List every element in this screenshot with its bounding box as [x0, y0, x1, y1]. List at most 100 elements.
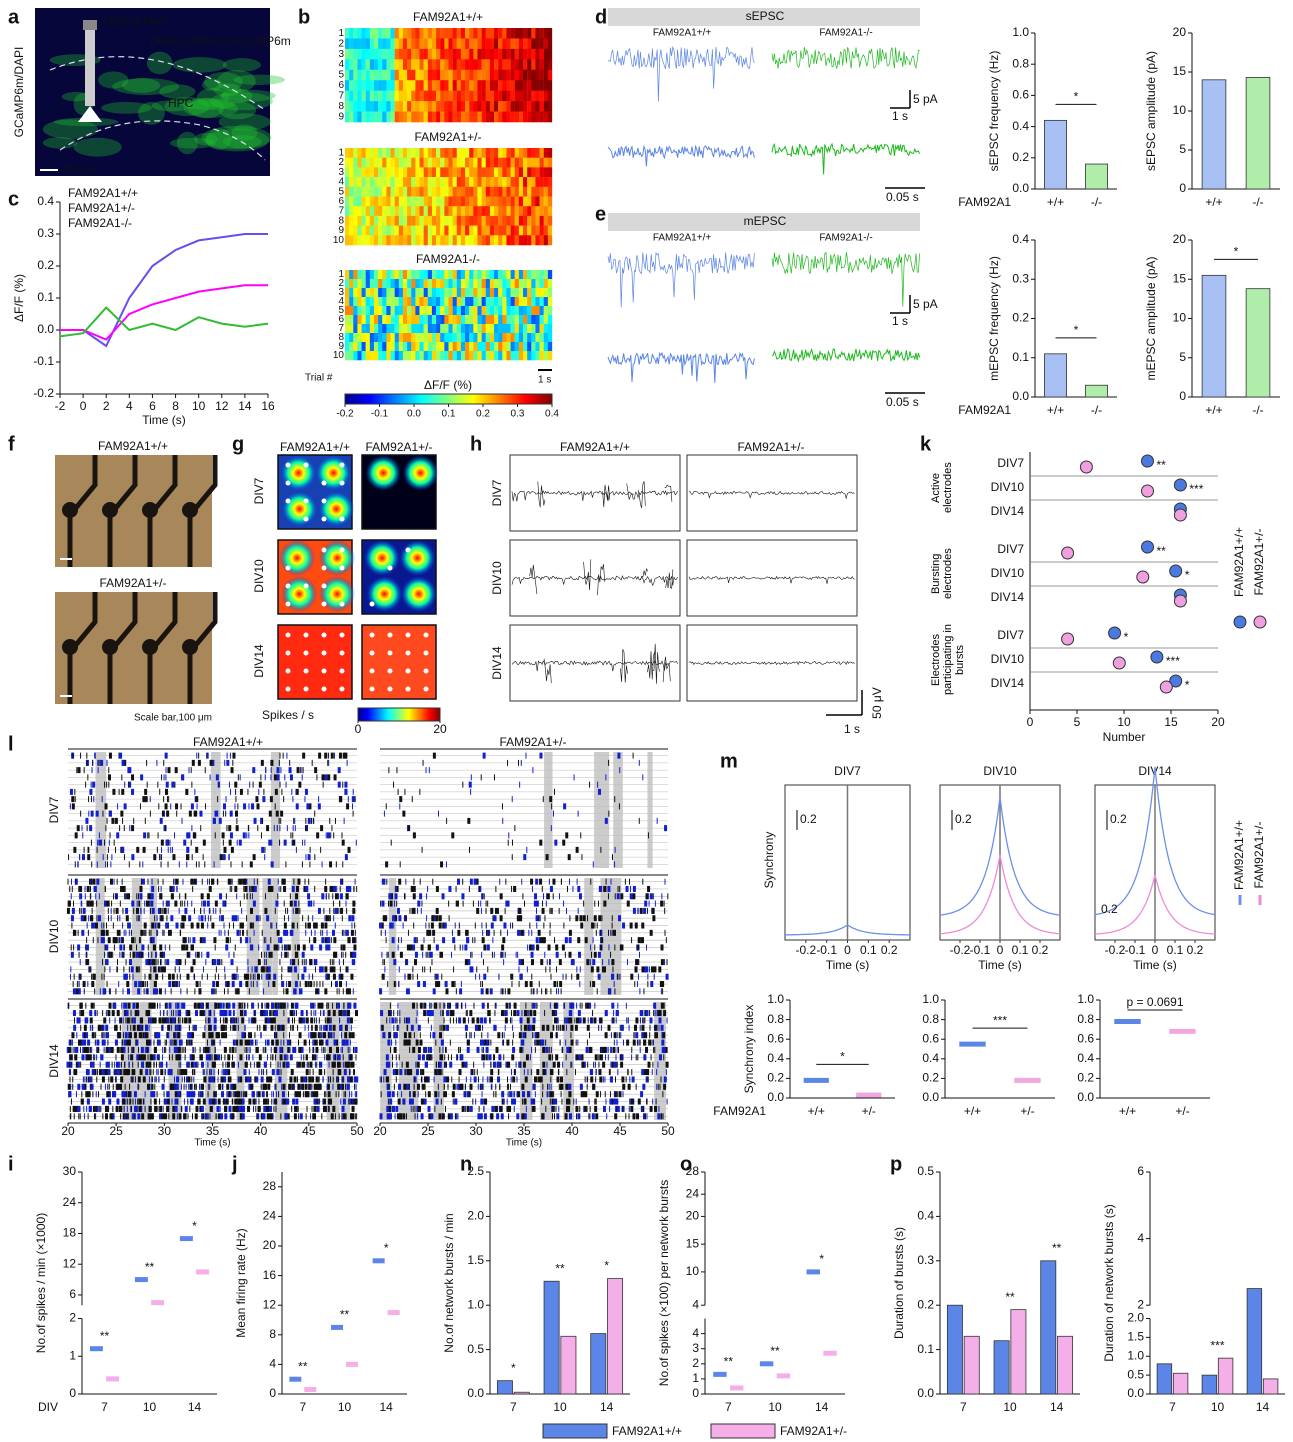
heat-cell: [391, 270, 395, 279]
heat-cell: [362, 206, 366, 216]
heat-cell: [424, 235, 428, 245]
heat-cell: [502, 270, 506, 279]
heat-cell: [353, 167, 357, 177]
label: 50 μV: [870, 687, 884, 719]
heat-cell: [477, 101, 481, 112]
heat-cell: [519, 148, 523, 158]
heat-cell: [345, 177, 349, 187]
heat-cell: [345, 187, 349, 197]
heat-cell: [457, 216, 461, 226]
heat-cell: [436, 177, 440, 187]
heat-cell: [540, 235, 544, 245]
heat-cell: [490, 167, 494, 177]
heat-cell: [469, 333, 473, 342]
heat-cell: [345, 70, 349, 81]
heat-cell: [477, 351, 481, 360]
heat-cell: [411, 167, 415, 177]
heat-cell: [362, 187, 366, 197]
heat-cell: [498, 342, 502, 351]
heat-cell: [395, 28, 399, 39]
heat-cell: [353, 197, 357, 207]
heat-cell: [523, 112, 527, 123]
heat-cell: [345, 333, 349, 342]
heat-cell: [420, 226, 424, 236]
heat-cell: [469, 342, 473, 351]
heat-cell: [465, 148, 469, 158]
panel-label: b: [298, 6, 310, 28]
heat-cell: [544, 70, 548, 81]
heat-cell: [535, 112, 539, 123]
heat-cell: [540, 91, 544, 102]
heat-cell: [407, 226, 411, 236]
heat-cell: [540, 187, 544, 197]
heat-cell: [544, 101, 548, 112]
heat-cell: [482, 158, 486, 168]
heat-cell: [391, 342, 395, 351]
heat-cell: [482, 206, 486, 216]
label: DIV14: [490, 646, 504, 680]
heat-cell: [511, 226, 515, 236]
heat-cell: [399, 297, 403, 306]
heat-cell: [399, 315, 403, 324]
heat-cell: [548, 279, 552, 288]
heat-cell: [540, 112, 544, 123]
heat-cell: [506, 70, 510, 81]
label: 0.05 s: [886, 190, 919, 204]
heat-cell: [548, 324, 552, 333]
heat-cell: [498, 197, 502, 207]
label: 20: [433, 722, 447, 736]
heat-cell: [477, 91, 481, 102]
label: 1 s: [892, 314, 908, 328]
heat-cell: [440, 177, 444, 187]
heat-cell: [482, 324, 486, 333]
heat-cell: [511, 49, 515, 60]
heat-cell: [506, 112, 510, 123]
heat-cell: [527, 297, 531, 306]
heat-cell: [374, 270, 378, 279]
heat-cell: [374, 333, 378, 342]
trace: [689, 492, 855, 499]
heat-cell: [436, 315, 440, 324]
heat-cell: [386, 324, 390, 333]
hotspot: [319, 576, 355, 612]
heat-cell: [345, 112, 349, 123]
heat-cell: [403, 197, 407, 207]
heat-cell: [362, 324, 366, 333]
trace: [772, 47, 920, 68]
heat-cell: [527, 315, 531, 324]
heat-cell: [506, 197, 510, 207]
heat-cell: [465, 216, 469, 226]
heat-cell: [477, 288, 481, 297]
heat-cell: [465, 197, 469, 207]
heat-cell: [482, 177, 486, 187]
heat-cell: [374, 324, 378, 333]
heat-cell: [498, 324, 502, 333]
heat-cell: [498, 59, 502, 70]
heat-cell: [502, 28, 506, 39]
heat-cell: [395, 80, 399, 91]
heat-cell: [403, 324, 407, 333]
heat-cell: [444, 216, 448, 226]
heat-cell: [345, 270, 349, 279]
heat-cell: [515, 59, 519, 70]
heat-cell: [531, 167, 535, 177]
electrode: [370, 651, 375, 656]
heat-cell: [457, 235, 461, 245]
heat-cell: [498, 101, 502, 112]
label: Spikes / s: [262, 708, 314, 722]
heat-cell: [469, 38, 473, 49]
heat-cell: [449, 49, 453, 60]
heat-cell: [411, 49, 415, 60]
heat-cell: [436, 288, 440, 297]
heat-cell: [436, 112, 440, 123]
heat-cell: [457, 315, 461, 324]
heat-cell: [432, 315, 436, 324]
heat-cell: [453, 177, 457, 187]
heat-cell: [403, 306, 407, 315]
heat-cell: [374, 148, 378, 158]
heat-cell: [378, 351, 382, 360]
trace: [689, 662, 855, 665]
colorbar-tick-label: -0.1: [371, 409, 389, 420]
heat-cell: [515, 91, 519, 102]
heat-cell: [486, 333, 490, 342]
